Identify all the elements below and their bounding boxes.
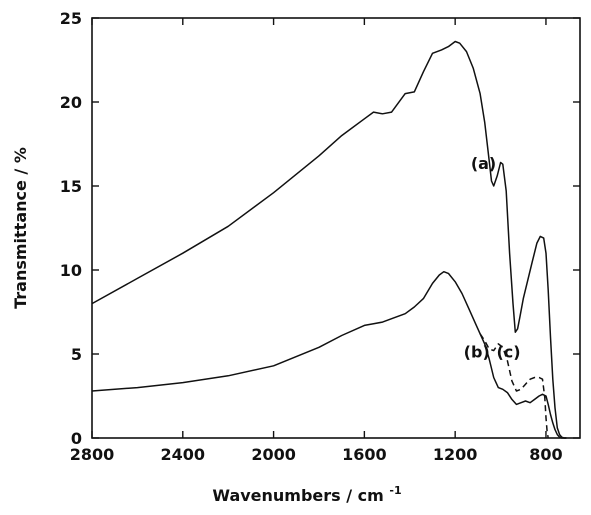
x-tick-label: 1200 (433, 445, 478, 464)
y-tick-label: 10 (60, 261, 82, 280)
curve-label-c: (c) (496, 342, 520, 361)
x-axis-title: Wavenumbers / cm -1 (212, 484, 401, 505)
y-tick-label: 25 (60, 9, 82, 28)
series-line-b (91, 270, 567, 439)
x-tick-label: 1600 (342, 445, 387, 464)
series-line-a (91, 40, 567, 439)
y-axis: 0 5 10 15 20 25 (60, 9, 580, 448)
curve-labels: (a) (b) (c) (464, 154, 521, 361)
x-axis-title-superscript: -1 (389, 484, 401, 497)
y-tick-label: 15 (60, 177, 82, 196)
series-layer (91, 40, 567, 439)
plot-border (91, 17, 581, 439)
y-axis-title: Transmittance / % (11, 147, 30, 309)
curve-label-a: (a) (471, 154, 496, 173)
x-tick-label: 2000 (251, 445, 296, 464)
curve-label-b: (b) (464, 342, 490, 361)
plot-area (91, 17, 581, 439)
x-tick-label: 2400 (161, 445, 206, 464)
series-line-c (479, 333, 549, 439)
x-tick-label: 2800 (70, 445, 115, 464)
x-axis: 2800 2400 2000 1600 1200 800 (70, 18, 563, 464)
x-axis-title-text: Wavenumbers / cm (212, 486, 383, 505)
y-tick-label: 0 (71, 429, 82, 448)
y-tick-label: 20 (60, 93, 82, 112)
x-tick-label: 800 (529, 445, 562, 464)
y-tick-label: 5 (71, 345, 82, 364)
